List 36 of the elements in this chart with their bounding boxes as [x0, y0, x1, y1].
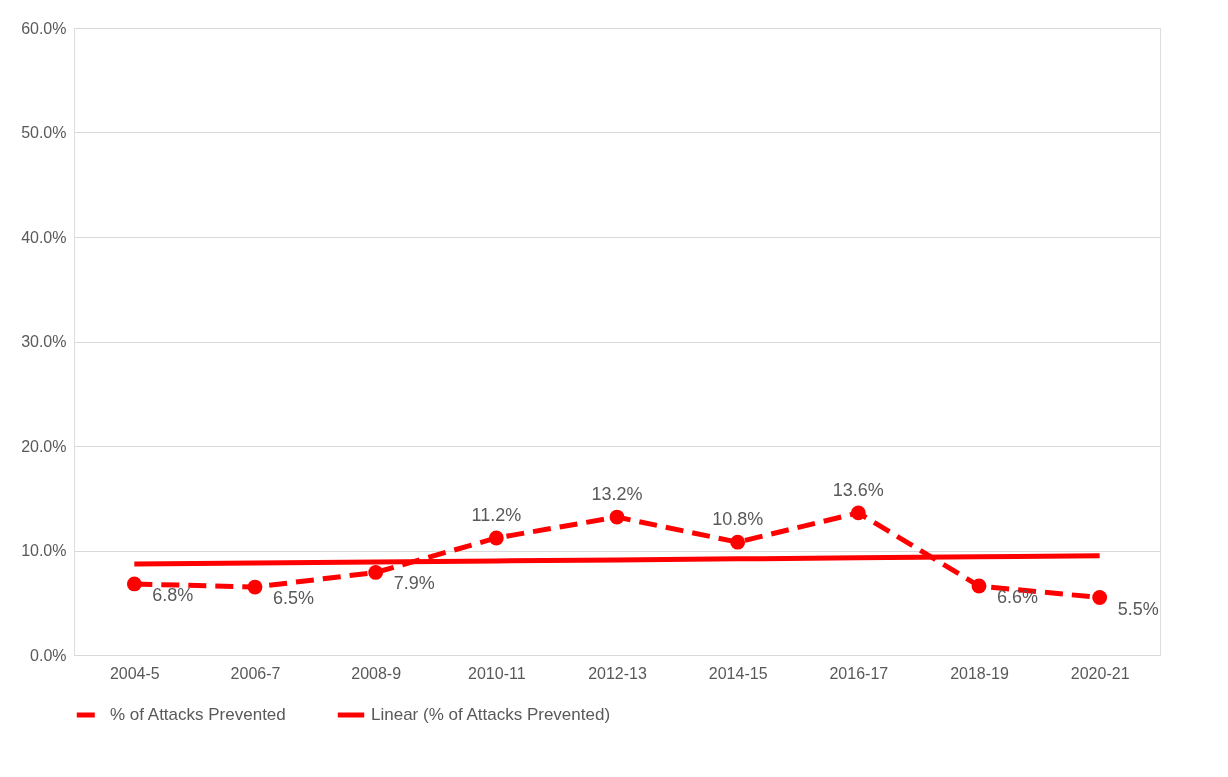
point — [1092, 590, 1108, 605]
point — [850, 505, 866, 521]
y-tick-label: 10.0% — [21, 542, 67, 559]
y-tick-label: 30.0% — [21, 333, 67, 350]
y-tick-label: 0.0% — [30, 646, 67, 664]
x-tick-label: 2020-21 — [1070, 664, 1130, 682]
point — [609, 509, 625, 525]
x-tick-label: 2014-15 — [708, 664, 768, 682]
legend-label: Linear (% of Attacks Prevented) — [371, 705, 611, 724]
data-label: 5.5% — [1117, 598, 1159, 619]
point — [730, 534, 746, 550]
data-label: 6.5% — [273, 588, 315, 609]
legend-label: % of Attacks Prevented — [110, 705, 286, 724]
y-tick-label: 40.0% — [21, 228, 67, 246]
data-label: 6.8% — [152, 584, 194, 605]
y-tick-label: 60.0% — [21, 19, 67, 37]
data-label: 11.2% — [471, 504, 522, 525]
data-label: 10.8% — [712, 509, 764, 530]
point — [368, 565, 384, 580]
data-label: 7.9% — [393, 573, 435, 594]
data-label: 13.2% — [591, 484, 643, 505]
x-tick-label: 2004-5 — [109, 664, 160, 682]
y-tick-label: 50.0% — [21, 124, 67, 141]
x-tick-label: 2018-19 — [950, 664, 1009, 682]
x-tick-label: 2016-17 — [829, 664, 889, 682]
x-tick-label: 2012-13 — [588, 664, 647, 682]
point — [971, 578, 987, 594]
x-tick-label: 2006-7 — [230, 664, 281, 682]
point — [126, 576, 142, 592]
point — [247, 579, 263, 595]
point — [488, 530, 504, 546]
x-tick-label: 2008-9 — [351, 664, 402, 682]
y-tick-label: 20.0% — [21, 437, 67, 455]
data-label: 13.6% — [832, 479, 884, 500]
data-label: 6.6% — [997, 587, 1039, 608]
x-tick-label: 2010-11 — [468, 664, 526, 682]
